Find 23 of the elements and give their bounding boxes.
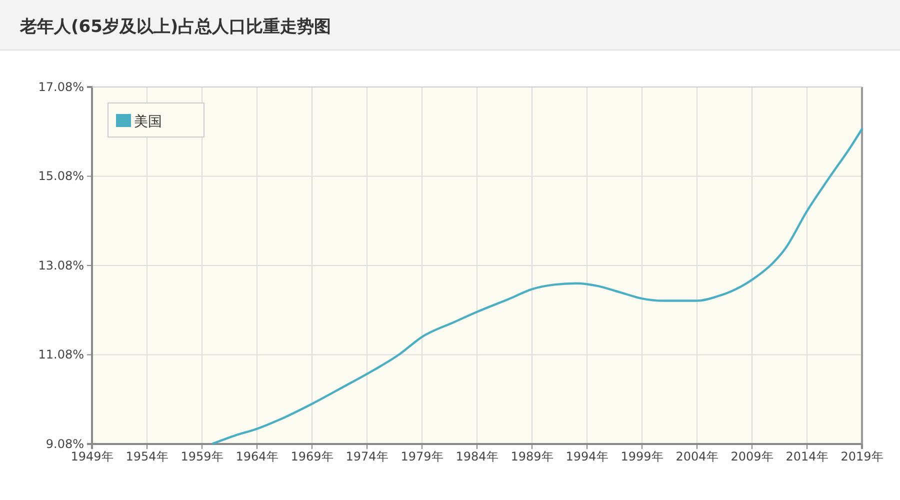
chart-title: 老年人(65岁及以上)占总人口比重走势图 bbox=[19, 17, 332, 37]
y-tick-label: 17.08% bbox=[38, 80, 84, 94]
x-tick-label: 1989年 bbox=[510, 450, 554, 464]
x-tick-label: 1959年 bbox=[180, 450, 224, 464]
x-tick-label: 2004年 bbox=[676, 450, 718, 464]
y-tick-label: 11.08% bbox=[38, 348, 84, 362]
line-series bbox=[212, 128, 864, 445]
x-tick-label: 2014年 bbox=[786, 450, 828, 464]
x-tick-label: 2019年 bbox=[840, 450, 884, 464]
x-tick-label: 1994年 bbox=[566, 450, 608, 464]
y-tick-label: 15.08% bbox=[38, 169, 84, 184]
x-tick-label: 1949年 bbox=[70, 450, 114, 464]
x-tick-label: 1984年 bbox=[456, 450, 498, 464]
x-tick-label: 2009年 bbox=[730, 450, 774, 464]
y-tick-label: 9.08% bbox=[46, 436, 84, 451]
x-tick-label: 1969年 bbox=[290, 450, 334, 464]
x-tick-label: 1964年 bbox=[236, 450, 278, 464]
x-tick-label: 1974年 bbox=[346, 450, 388, 464]
legend-label: 美国 bbox=[134, 114, 162, 130]
x-tick-label: 1979年 bbox=[400, 450, 444, 464]
x-tick-label: 1954年 bbox=[126, 450, 168, 464]
x-tick-label: 1999年 bbox=[620, 450, 664, 464]
y-tick-label: 13.08% bbox=[38, 258, 84, 272]
